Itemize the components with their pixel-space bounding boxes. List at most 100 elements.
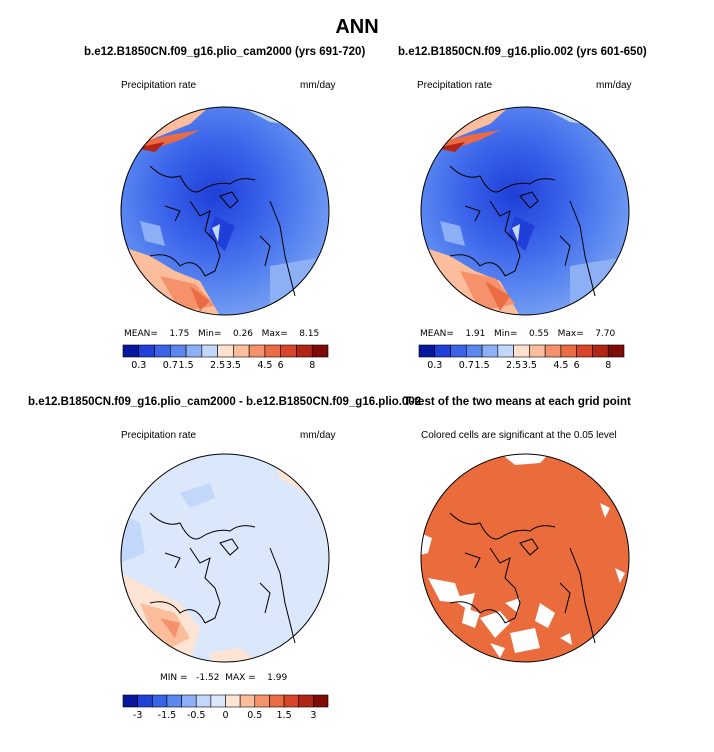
min-label: Min= <box>197 329 222 339</box>
panel-2-map <box>420 106 630 316</box>
panel-1-variable-label: Precipitation rate <box>121 80 197 91</box>
colorbar-tick-label: 3.5 <box>226 360 241 371</box>
colorbar-tick-label: -1.5 <box>158 710 177 721</box>
colorbar-tick-label: 8 <box>605 360 611 371</box>
colorbar-swatch <box>233 344 250 358</box>
colorbar-swatch <box>151 694 168 708</box>
colorbar-tick-label: -0.5 <box>187 710 206 721</box>
max-label: Max= <box>557 329 584 339</box>
colorbar-swatch <box>166 694 182 708</box>
colorbar-swatch <box>137 694 153 708</box>
mean-value: 1.91 <box>465 329 486 339</box>
colorbar-swatch <box>280 344 297 358</box>
colorbar-swatch <box>576 344 593 358</box>
colorbar-swatch <box>481 344 499 358</box>
colorbar-swatch <box>210 694 226 708</box>
mean-label: MEAN= <box>124 329 158 339</box>
colorbar-swatch <box>269 694 285 708</box>
colorbar-swatch <box>450 344 467 358</box>
colorbar-tick-label: 2.5 <box>506 360 521 371</box>
panel-4-map <box>420 453 630 663</box>
min-value: 0.26 <box>232 329 253 339</box>
colorbar-tick-label: 6 <box>278 360 284 371</box>
min-value: -1.52 <box>196 673 220 683</box>
colorbar-tick-label: 0.3 <box>131 360 146 371</box>
panel-3-stats: MIN = -1.52 MAX = 1.99 <box>160 673 287 683</box>
colorbar-tick-label: 3.5 <box>522 360 537 371</box>
colorbar-swatch <box>607 344 625 358</box>
min-value: 0.55 <box>528 329 549 339</box>
max-label: MAX = <box>225 673 256 683</box>
colorbar-tick-label: 6 <box>574 360 580 371</box>
panel-3-title: b.e12.B1850CN.f09_g16.plio_cam2000 - b.e… <box>28 396 422 408</box>
max-value: 1.99 <box>267 673 288 683</box>
colorbar-swatch <box>296 344 313 358</box>
colorbar-tick-label: 1.5 <box>179 360 194 371</box>
colorbar-tick-label: 0 <box>222 710 228 721</box>
colorbar-swatch <box>560 344 577 358</box>
colorbar-tick-label: 0.7 <box>163 360 178 371</box>
colorbar-swatch <box>254 694 270 708</box>
colorbar-swatch <box>311 344 329 358</box>
panel-1-stats: MEAN= 1.75 Min= 0.26 Max= 8.15 <box>124 329 319 339</box>
colorbar-swatch <box>170 344 187 358</box>
colorbar-swatch <box>122 694 138 708</box>
colorbar-swatch <box>544 344 562 358</box>
colorbar-tick-label: 0.7 <box>459 360 474 371</box>
colorbar-swatch <box>418 344 436 358</box>
colorbar-tick-label: 8 <box>309 360 315 371</box>
max-value: 7.70 <box>595 329 616 339</box>
colorbar-swatch <box>313 694 329 708</box>
panel-1-units-label: mm/day <box>300 80 336 91</box>
panel-4-subtitle: Colored cells are significant at the 0.0… <box>421 430 617 441</box>
panel-2-title: b.e12.B1850CN.f09_g16.plio.002 (yrs 601-… <box>398 46 647 58</box>
colorbar-swatch <box>181 694 197 708</box>
colorbar-swatch <box>592 344 609 358</box>
colorbar-tick-label: 1.5 <box>277 710 292 721</box>
figure-title: ANN <box>335 16 379 38</box>
panel-1-map <box>120 106 330 316</box>
colorbar-tick-label: 4.5 <box>257 360 272 371</box>
panel-2-units-label: mm/day <box>596 80 632 91</box>
colorbar-tick-label: -3 <box>133 710 142 721</box>
colorbar-tick-label: 2.5 <box>210 360 225 371</box>
panel-3-variable-label: Precipitation rate <box>121 430 197 441</box>
panel-3-map <box>120 453 330 663</box>
colorbar-tick-label: 4.5 <box>553 360 568 371</box>
colorbar-tick-label: 3 <box>310 710 316 721</box>
max-label: Max= <box>261 329 288 339</box>
panel-1-colorbar: 0.3 0.7 1.5 2.5 3.5 4.5 6 8 <box>122 344 329 371</box>
panel-3-colorbar: -3 -1.5 -0.5 0 0.5 1.5 3 <box>122 694 329 721</box>
colorbar-swatch <box>239 694 256 708</box>
colorbar-swatch <box>201 344 218 358</box>
colorbar-tick-label: 0.5 <box>247 710 262 721</box>
colorbar-swatch <box>138 344 155 358</box>
colorbar-tick-label: 0.3 <box>427 360 442 371</box>
colorbar-swatch <box>225 694 241 708</box>
mean-value: 1.75 <box>169 329 190 339</box>
colorbar-swatch <box>122 344 140 358</box>
colorbar-swatch <box>298 694 314 708</box>
min-label: Min= <box>493 329 518 339</box>
panel-2-variable-label: Precipitation rate <box>417 80 493 91</box>
colorbar-swatch <box>466 344 483 358</box>
colorbar-swatch <box>185 344 203 358</box>
panel-3-units-label: mm/day <box>300 430 336 441</box>
mean-label: MEAN= <box>420 329 454 339</box>
colorbar-swatch <box>248 344 266 358</box>
colorbar-tick-label: 1.5 <box>475 360 490 371</box>
colorbar-swatch <box>513 344 530 358</box>
colorbar-swatch <box>529 344 546 358</box>
panel-4-title: T-test of the two means at each grid poi… <box>404 396 631 408</box>
min-label: MIN = <box>160 673 188 683</box>
colorbar-swatch <box>217 344 234 358</box>
colorbar-swatch <box>195 694 212 708</box>
colorbar-swatch <box>283 694 300 708</box>
colorbar-swatch <box>154 344 171 358</box>
panel-2-stats: MEAN= 1.91 Min= 0.55 Max= 7.70 <box>420 329 615 339</box>
colorbar-swatch <box>264 344 281 358</box>
colorbar-swatch <box>497 344 514 358</box>
colorbar-swatch <box>434 344 451 358</box>
panel-2-colorbar: 0.3 0.7 1.5 2.5 3.5 4.5 6 8 <box>418 344 625 371</box>
panel-1-title: b.e12.B1850CN.f09_g16.plio_cam2000 (yrs … <box>84 46 366 58</box>
